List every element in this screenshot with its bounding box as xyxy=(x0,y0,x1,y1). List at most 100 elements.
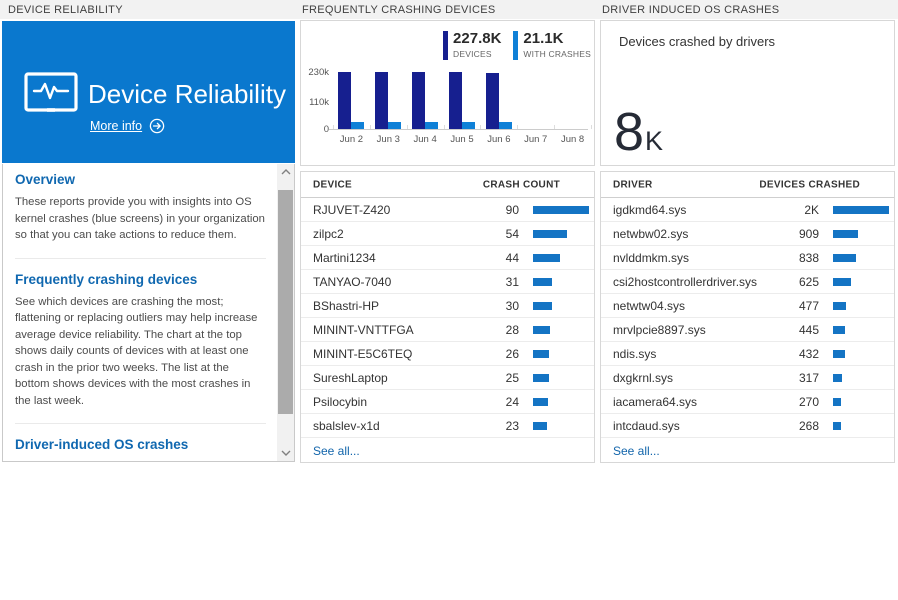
stat-devices-value: 227.8K xyxy=(453,30,502,47)
chart-bar xyxy=(375,72,389,129)
x-tick-label: Jun 5 xyxy=(450,134,474,145)
value-bar xyxy=(833,230,858,238)
table-row[interactable]: netwbw02.sys 909 xyxy=(601,222,894,246)
row-name: netwtw04.sys xyxy=(613,298,686,313)
scrollbar-up-button[interactable] xyxy=(277,164,294,180)
see-all-devices-link[interactable]: See all... xyxy=(313,444,360,458)
more-info-row: More info xyxy=(90,118,165,134)
chart-bar xyxy=(449,72,462,129)
chart-day-slot xyxy=(444,72,481,129)
value-bar xyxy=(533,230,567,238)
row-name: MININT-E5C6TEQ xyxy=(313,346,413,361)
header-strip xyxy=(0,0,898,19)
devices-legend-marker xyxy=(443,31,449,60)
row-value: 90 xyxy=(505,202,519,217)
drivers-rows: igdkmd64.sys 2K netwbw02.sys 909 nvlddmkm.sy… xyxy=(601,198,894,438)
table-row[interactable]: netwtw04.sys 477 xyxy=(601,294,894,318)
row-value: 477 xyxy=(798,298,819,313)
more-info-arrow-icon[interactable] xyxy=(149,118,165,134)
table-header: DEVICE CRASH COUNT xyxy=(301,172,594,198)
table-row[interactable]: igdkmd64.sys 2K xyxy=(601,198,894,222)
tile-title: Device Reliability xyxy=(88,79,286,109)
value-bar xyxy=(533,398,548,406)
stat-devices-label: DEVICES xyxy=(453,49,492,59)
value-bar xyxy=(833,374,842,382)
table-row[interactable]: intcdaud.sys 268 xyxy=(601,414,894,438)
x-tick-label: Jun 7 xyxy=(524,134,548,145)
table-row[interactable]: MININT-VNTTFGA 28 xyxy=(301,318,594,342)
row-value: 270 xyxy=(798,394,819,409)
table-row[interactable]: mrvlpcie8897.sys 445 xyxy=(601,318,894,342)
row-value: 25 xyxy=(505,370,519,385)
scrollbar-down-button[interactable] xyxy=(277,445,294,461)
table-row[interactable]: dxgkrnl.sys 317 xyxy=(601,366,894,390)
row-value: 24 xyxy=(505,394,519,409)
see-all-drivers-link[interactable]: See all... xyxy=(613,444,660,458)
table-row[interactable]: SureshLaptop 25 xyxy=(301,366,594,390)
table-row[interactable]: Martini1234 44 xyxy=(301,246,594,270)
more-info-link[interactable]: More info xyxy=(90,119,143,133)
table-row[interactable]: TANYAO-7040 31 xyxy=(301,270,594,294)
chart-bar xyxy=(388,122,402,129)
stat-with-crashes: 21.1K WITH CRASHES xyxy=(513,31,591,60)
table-header: DRIVER DEVICES CRASHED xyxy=(601,172,894,198)
crashing-devices-table-card: DEVICE CRASH COUNT RJUVET-Z420 90 zilpc2 54… xyxy=(300,171,595,463)
x-tick-label: Jun 4 xyxy=(413,134,437,145)
row-value: 31 xyxy=(505,274,519,289)
row-value: 30 xyxy=(505,298,519,313)
chart-bars xyxy=(333,72,591,129)
row-name: igdkmd64.sys xyxy=(613,202,687,217)
row-value: 44 xyxy=(505,250,519,265)
row-value: 23 xyxy=(505,418,519,433)
chart-bar xyxy=(485,73,499,129)
value-bar xyxy=(833,206,889,214)
row-name: RJUVET-Z420 xyxy=(313,202,391,217)
table-row[interactable]: sbalslev-x1d 23 xyxy=(301,414,594,438)
table-row[interactable]: MININT-E5C6TEQ 26 xyxy=(301,342,594,366)
x-tick-label: Jun 2 xyxy=(339,134,364,145)
value-bar xyxy=(833,254,856,262)
table-row[interactable]: csi2hostcontrollerdriver.sys 625 xyxy=(601,270,894,294)
chart-bar xyxy=(498,122,512,129)
table-row[interactable]: BShastri-HP 30 xyxy=(301,294,594,318)
section-body: These reports provide you with insights … xyxy=(15,196,265,241)
x-axis-tick xyxy=(517,125,519,129)
column-header-frequently-crashing: FREQUENTLY CRASHING DEVICES xyxy=(302,4,496,16)
device-reliability-tile[interactable]: Device Reliability More info xyxy=(2,21,295,163)
section-body: See which devices are crashing the most;… xyxy=(15,295,258,407)
chart-day-slot xyxy=(554,72,591,129)
scrollbar-thumb[interactable] xyxy=(278,190,293,414)
row-name: netwbw02.sys xyxy=(613,226,689,241)
x-tick-label: Jun 6 xyxy=(487,134,511,145)
stat-with-crashes-label: WITH CRASHES xyxy=(523,49,591,59)
column-header-driver-induced: DRIVER INDUCED OS CRASHES xyxy=(602,4,780,16)
row-name: nvlddmkm.sys xyxy=(613,250,690,265)
chart-x-axis-line xyxy=(329,129,588,130)
chart-x-labels: Jun 2 Jun 3 Jun 4 Jun 5 Jun 6 Jun 7 Jun 8 xyxy=(333,134,591,145)
see-all-row: See all... xyxy=(301,438,594,464)
table-row[interactable]: Psilocybin 24 xyxy=(301,390,594,414)
row-value: 445 xyxy=(798,322,819,337)
table-row[interactable]: zilpc2 54 xyxy=(301,222,594,246)
table-row[interactable]: RJUVET-Z420 90 xyxy=(301,198,594,222)
row-value: 26 xyxy=(505,346,519,361)
big-number-unit: K xyxy=(645,126,664,156)
x-tick-label: Jun 8 xyxy=(560,134,585,145)
row-name: csi2hostcontrollerdriver.sys xyxy=(613,274,758,289)
y-tick-label: 230k xyxy=(308,67,329,78)
table-row[interactable]: ndis.sys 432 xyxy=(601,342,894,366)
section-title: Overview xyxy=(15,172,76,187)
x-axis-tick xyxy=(591,125,592,129)
crashing-devices-rows: RJUVET-Z420 90 zilpc2 54 Martini1234 44 TANYAO… xyxy=(301,198,594,438)
big-number-value: 8 xyxy=(614,102,645,162)
row-name: Martini1234 xyxy=(313,250,376,265)
chart-bar xyxy=(462,122,475,129)
chart-bar xyxy=(412,72,426,129)
panel-scrollbar xyxy=(277,164,294,461)
x-tick-label: Jun 3 xyxy=(376,134,400,145)
devices-crashed-column-header: DEVICES CRASHED xyxy=(759,179,860,190)
table-row[interactable]: nvlddmkm.sys 838 xyxy=(601,246,894,270)
row-name: MININT-VNTTFGA xyxy=(313,322,414,337)
table-row[interactable]: iacamera64.sys 270 xyxy=(601,390,894,414)
chart-day-slot xyxy=(370,72,407,129)
